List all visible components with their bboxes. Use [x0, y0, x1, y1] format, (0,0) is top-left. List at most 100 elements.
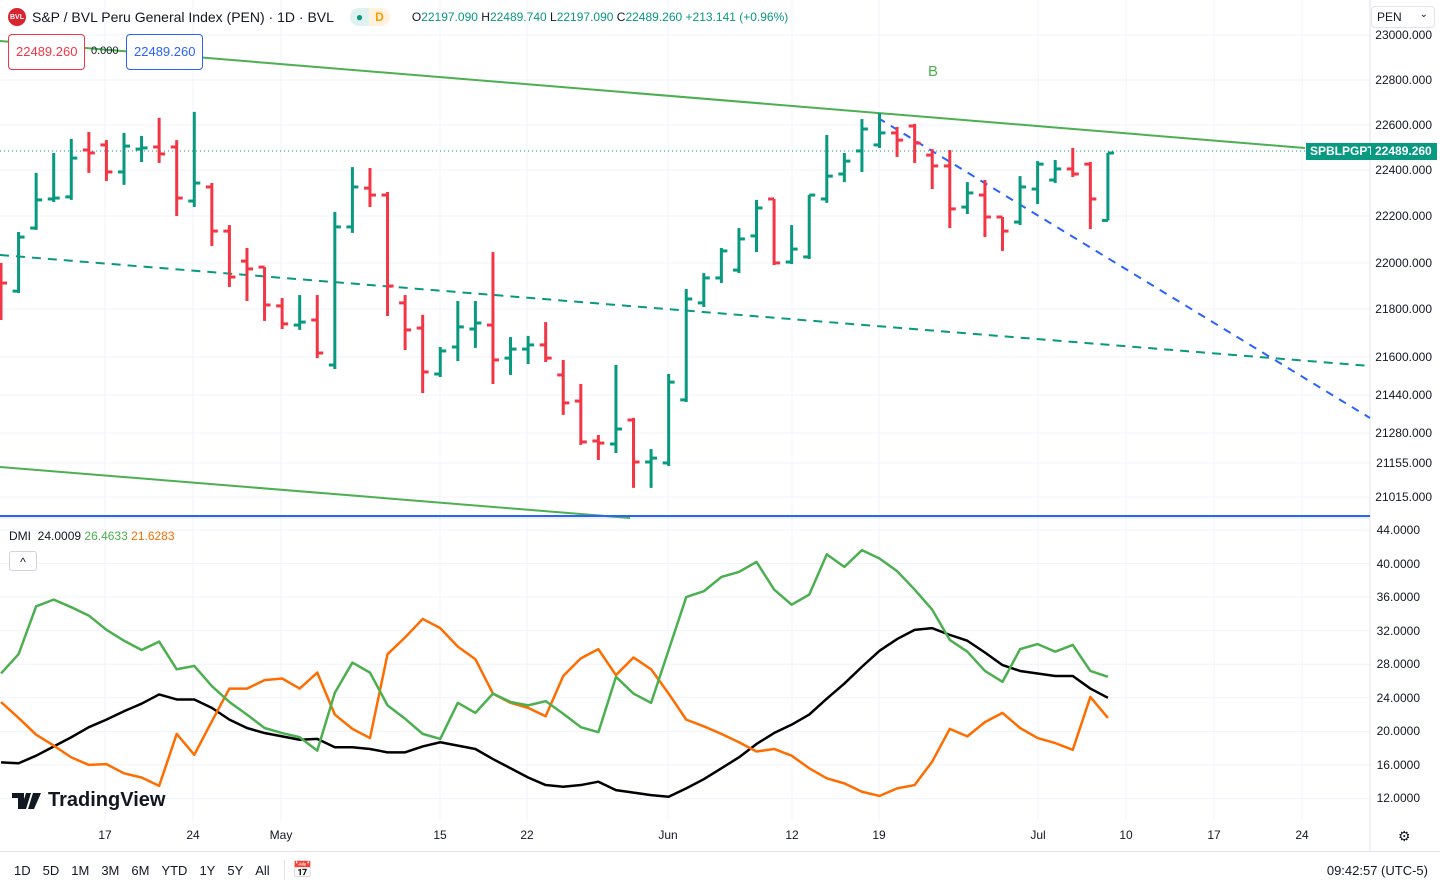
- sell-button[interactable]: 22489.260: [8, 34, 86, 70]
- ohlc-bar[interactable]: [223, 225, 236, 287]
- ohlc-bar[interactable]: [522, 335, 535, 365]
- drawing-label-b[interactable]: B: [928, 63, 939, 80]
- symbol-title[interactable]: S&P / BVL Peru General Index (PEN) · 1D …: [32, 9, 334, 25]
- dashed-blue-trend-line[interactable]: [877, 117, 1371, 419]
- ohlc-bar[interactable]: [47, 153, 60, 202]
- ohlc-bar[interactable]: [1014, 176, 1027, 226]
- ohlc-bar[interactable]: [363, 168, 376, 208]
- price-tick-label: 22400.000: [1375, 163, 1432, 177]
- ohlc-bar[interactable]: [240, 247, 253, 302]
- ohlc-bar[interactable]: [785, 225, 798, 265]
- ohlc-bar[interactable]: [1049, 159, 1062, 184]
- ohlc-bar[interactable]: [768, 197, 781, 266]
- ohlc-bar[interactable]: [592, 435, 605, 460]
- price-tick-label: 22000.000: [1375, 256, 1432, 270]
- ohlc-bar[interactable]: [715, 247, 728, 284]
- ohlc-bar[interactable]: [65, 138, 78, 200]
- ohlc-bar[interactable]: [1031, 161, 1044, 205]
- ohlc-bar[interactable]: [30, 172, 43, 230]
- ohlc-bar[interactable]: [170, 140, 183, 217]
- ohlc-bar[interactable]: [574, 383, 587, 445]
- minus-di-line[interactable]: [0, 617, 1109, 798]
- ohlc-bar[interactable]: [276, 298, 289, 329]
- ohlc-bar[interactable]: [627, 417, 640, 488]
- ohlc-bar[interactable]: [873, 113, 886, 148]
- ohlc-bar[interactable]: [943, 150, 956, 229]
- ohlc-bar[interactable]: [680, 289, 693, 402]
- currency-select[interactable]: PEN ⌄: [1371, 6, 1435, 28]
- ohlc-bar[interactable]: [0, 262, 7, 320]
- ohlc-bar[interactable]: [662, 374, 675, 466]
- buy-button[interactable]: 22489.260: [126, 34, 204, 70]
- ohlc-bar[interactable]: [697, 273, 710, 308]
- dmi-legend[interactable]: DMI 24.0009 26.4633 21.6283: [9, 529, 175, 543]
- time-tick-label: 12: [785, 828, 799, 842]
- ohlc-bar[interactable]: [153, 117, 166, 163]
- ohlc-bar[interactable]: [750, 199, 763, 253]
- ohlc-bar[interactable]: [82, 131, 95, 173]
- ohlc-bar[interactable]: [732, 228, 745, 274]
- ohlc-bar[interactable]: [416, 314, 429, 393]
- ohlc-bar[interactable]: [891, 126, 904, 157]
- market-status[interactable]: ● D: [349, 8, 390, 26]
- ohlc-bar[interactable]: [645, 449, 658, 488]
- range-button-1y[interactable]: 1Y: [199, 862, 216, 878]
- ohlc-bar[interactable]: [961, 182, 974, 214]
- ohlc-bar[interactable]: [926, 149, 939, 190]
- time-tick-label: 10: [1119, 828, 1133, 842]
- range-button-ytd[interactable]: YTD: [161, 862, 188, 878]
- ohlc-bar[interactable]: [855, 119, 868, 172]
- ohlc-bar[interactable]: [978, 180, 991, 238]
- ohlc-bar[interactable]: [1101, 151, 1114, 222]
- ohlc-bar[interactable]: [293, 295, 306, 330]
- lower-trend-line[interactable]: [0, 466, 631, 519]
- tradingview-logo-icon: [12, 792, 41, 809]
- ohlc-bar[interactable]: [381, 192, 394, 317]
- ohlc-bar[interactable]: [311, 295, 324, 359]
- ohlc-bar[interactable]: [820, 135, 833, 203]
- ohlc-bar[interactable]: [328, 211, 341, 369]
- clock[interactable]: 09:42:57 (UTC-5): [1326, 863, 1428, 878]
- ohlc-bar[interactable]: [803, 193, 816, 260]
- range-buttons: 1D 5D 1M 3M 6M YTD 1Y 5Y All: [8, 863, 276, 878]
- ohlc-bar[interactable]: [258, 265, 271, 321]
- ohlc-bar[interactable]: [117, 132, 130, 185]
- upper-trend-line[interactable]: [0, 40, 1306, 149]
- ohlc-bar[interactable]: [451, 301, 464, 362]
- symbol-header[interactable]: BVL S&P / BVL Peru General Index (PEN) ·…: [8, 8, 788, 26]
- ohlc-bar[interactable]: [188, 111, 201, 208]
- range-button-5d[interactable]: 5D: [42, 862, 60, 878]
- ohlc-bar[interactable]: [205, 183, 218, 247]
- calendar-icon[interactable]: 📅: [292, 862, 313, 879]
- ohlc-bar[interactable]: [504, 337, 517, 375]
- ohlc-bar[interactable]: [1084, 162, 1097, 229]
- ohlc-bar[interactable]: [346, 167, 359, 233]
- ohlc-bar[interactable]: [100, 140, 113, 181]
- ohlc-bar[interactable]: [1066, 147, 1079, 178]
- range-button-1d[interactable]: 1D: [14, 862, 31, 878]
- ohlc-bar[interactable]: [486, 252, 499, 384]
- ohlc-bar[interactable]: [434, 347, 447, 378]
- ohlc-bar[interactable]: [539, 322, 552, 363]
- adx-line[interactable]: [0, 626, 1109, 799]
- ohlc-bar[interactable]: [135, 135, 148, 163]
- range-button-6m[interactable]: 6M: [131, 862, 150, 878]
- ohlc-bar[interactable]: [996, 215, 1009, 251]
- data-delay-badge: D: [369, 8, 390, 26]
- ohlc-bar[interactable]: [399, 295, 412, 351]
- ohlc-bar[interactable]: [557, 359, 570, 415]
- range-button-1m[interactable]: 1M: [71, 862, 90, 878]
- ohlc-bar[interactable]: [838, 153, 851, 183]
- collapse-button[interactable]: ^: [9, 551, 37, 571]
- range-button-5y[interactable]: 5Y: [227, 862, 244, 878]
- ohlc-bar[interactable]: [609, 365, 622, 454]
- ohlc-bar[interactable]: [908, 123, 921, 163]
- tradingview-logo[interactable]: TradingView: [12, 789, 165, 812]
- range-button-all[interactable]: All: [255, 862, 270, 878]
- ohlc-bar[interactable]: [12, 231, 25, 293]
- range-button-3m[interactable]: 3M: [101, 862, 120, 878]
- plus-di-line[interactable]: [0, 548, 1109, 752]
- settings-gear-icon[interactable]: ⚙: [1398, 828, 1411, 844]
- ohlc-bar[interactable]: [469, 301, 482, 348]
